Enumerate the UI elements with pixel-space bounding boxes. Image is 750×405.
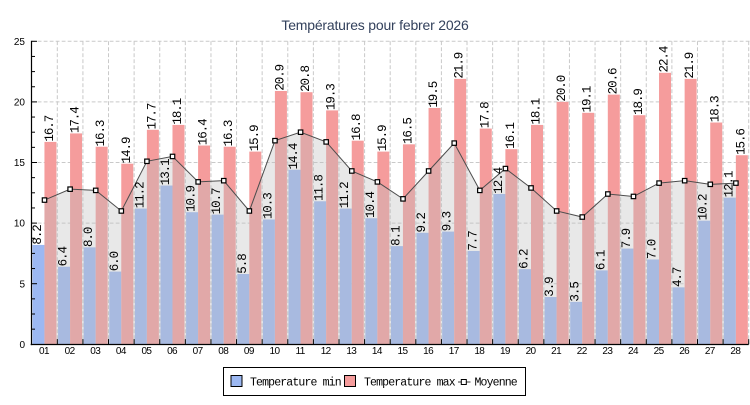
svg-text:03: 03 bbox=[90, 346, 101, 357]
svg-text:8.1: 8.1 bbox=[389, 226, 403, 246]
svg-text:25: 25 bbox=[654, 346, 665, 357]
svg-text:6.2: 6.2 bbox=[517, 249, 531, 269]
svg-text:7.7: 7.7 bbox=[466, 231, 480, 251]
svg-text:07: 07 bbox=[193, 346, 204, 357]
svg-text:9.2: 9.2 bbox=[415, 213, 429, 233]
svg-text:24: 24 bbox=[628, 346, 639, 357]
svg-text:16.7: 16.7 bbox=[43, 115, 57, 141]
svg-text:18.3: 18.3 bbox=[709, 96, 723, 122]
svg-text:15.6: 15.6 bbox=[734, 129, 748, 155]
svg-text:19: 19 bbox=[500, 346, 511, 357]
svg-text:25: 25 bbox=[14, 37, 26, 48]
svg-text:11: 11 bbox=[295, 346, 305, 357]
svg-text:0: 0 bbox=[19, 340, 25, 351]
svg-text:12.1: 12.1 bbox=[722, 171, 736, 197]
svg-text:5.8: 5.8 bbox=[236, 254, 250, 274]
svg-text:16.3: 16.3 bbox=[222, 120, 236, 146]
svg-text:28: 28 bbox=[730, 346, 741, 357]
svg-text:8.2: 8.2 bbox=[31, 225, 45, 245]
svg-text:17.7: 17.7 bbox=[145, 103, 159, 129]
svg-text:14.4: 14.4 bbox=[287, 143, 301, 169]
svg-text:19.5: 19.5 bbox=[427, 81, 441, 107]
svg-text:9.3: 9.3 bbox=[441, 211, 455, 231]
svg-text:04: 04 bbox=[116, 346, 127, 357]
svg-text:18.9: 18.9 bbox=[632, 89, 646, 115]
svg-text:21.9: 21.9 bbox=[453, 52, 467, 78]
svg-text:15: 15 bbox=[398, 346, 409, 357]
svg-text:20: 20 bbox=[14, 98, 26, 109]
svg-text:10: 10 bbox=[14, 219, 26, 230]
svg-text:18.1: 18.1 bbox=[529, 98, 543, 124]
svg-text:12.4: 12.4 bbox=[492, 167, 506, 193]
svg-text:Temperature min: Temperature min bbox=[250, 376, 341, 389]
svg-text:20.0: 20.0 bbox=[555, 75, 569, 101]
svg-text:27: 27 bbox=[705, 346, 716, 357]
svg-text:13: 13 bbox=[346, 346, 357, 357]
svg-text:06: 06 bbox=[167, 346, 178, 357]
svg-text:16.3: 16.3 bbox=[94, 120, 108, 146]
svg-text:10.9: 10.9 bbox=[185, 186, 199, 212]
svg-text:16.4: 16.4 bbox=[197, 119, 211, 145]
svg-text:20: 20 bbox=[526, 346, 537, 357]
svg-text:22.4: 22.4 bbox=[658, 46, 672, 72]
svg-text:6.0: 6.0 bbox=[108, 251, 122, 271]
svg-text:10.3: 10.3 bbox=[261, 193, 275, 219]
svg-text:11.8: 11.8 bbox=[313, 175, 327, 201]
svg-text:09: 09 bbox=[244, 346, 255, 357]
svg-text:16.8: 16.8 bbox=[350, 114, 364, 140]
svg-text:13.1: 13.1 bbox=[159, 159, 173, 185]
svg-text:5: 5 bbox=[19, 279, 25, 290]
svg-text:22: 22 bbox=[577, 346, 588, 357]
svg-text:16.1: 16.1 bbox=[504, 123, 518, 149]
svg-text:6.4: 6.4 bbox=[57, 247, 71, 267]
svg-text:19.3: 19.3 bbox=[325, 84, 339, 110]
svg-text:15.9: 15.9 bbox=[376, 125, 390, 151]
svg-text:Temperature max: Temperature max bbox=[364, 376, 456, 389]
svg-text:Températures pour febrer 2026: Températures pour febrer 2026 bbox=[281, 17, 469, 33]
svg-text:26: 26 bbox=[679, 346, 690, 357]
svg-text:12: 12 bbox=[321, 346, 332, 357]
svg-text:18: 18 bbox=[474, 346, 485, 357]
svg-text:20.8: 20.8 bbox=[299, 66, 313, 92]
svg-text:10.2: 10.2 bbox=[697, 194, 711, 220]
svg-text:10.7: 10.7 bbox=[210, 188, 224, 214]
svg-text:08: 08 bbox=[218, 346, 229, 357]
svg-text:17.8: 17.8 bbox=[478, 102, 492, 128]
svg-text:23: 23 bbox=[602, 346, 613, 357]
svg-text:17: 17 bbox=[449, 346, 460, 357]
svg-text:20.9: 20.9 bbox=[273, 64, 287, 90]
svg-text:6.1: 6.1 bbox=[594, 250, 608, 270]
svg-text:7.9: 7.9 bbox=[620, 228, 634, 248]
svg-text:3.5: 3.5 bbox=[569, 282, 583, 302]
svg-text:19.1: 19.1 bbox=[581, 86, 595, 112]
svg-text:3.9: 3.9 bbox=[543, 277, 557, 297]
svg-text:14: 14 bbox=[372, 346, 383, 357]
svg-text:15.9: 15.9 bbox=[248, 125, 262, 151]
svg-text:05: 05 bbox=[141, 346, 152, 357]
svg-text:16: 16 bbox=[423, 346, 434, 357]
svg-text:14.9: 14.9 bbox=[120, 137, 134, 163]
svg-text:21: 21 bbox=[551, 346, 562, 357]
svg-text:7.0: 7.0 bbox=[646, 239, 660, 259]
svg-text:17.4: 17.4 bbox=[69, 107, 83, 133]
svg-text:18.1: 18.1 bbox=[171, 98, 185, 124]
svg-text:11.2: 11.2 bbox=[338, 182, 352, 208]
svg-text:02: 02 bbox=[65, 346, 76, 357]
svg-text:01: 01 bbox=[39, 346, 50, 357]
svg-text:21.9: 21.9 bbox=[683, 52, 697, 78]
svg-text:10: 10 bbox=[270, 346, 281, 357]
svg-text:Moyenne: Moyenne bbox=[475, 376, 518, 389]
svg-text:15: 15 bbox=[14, 158, 26, 169]
svg-text:20.6: 20.6 bbox=[606, 68, 620, 94]
svg-text:11.2: 11.2 bbox=[133, 182, 147, 208]
svg-text:16.5: 16.5 bbox=[401, 118, 415, 144]
svg-text:4.7: 4.7 bbox=[671, 267, 685, 287]
svg-text:8.0: 8.0 bbox=[82, 227, 96, 247]
svg-text:10.4: 10.4 bbox=[364, 192, 378, 218]
